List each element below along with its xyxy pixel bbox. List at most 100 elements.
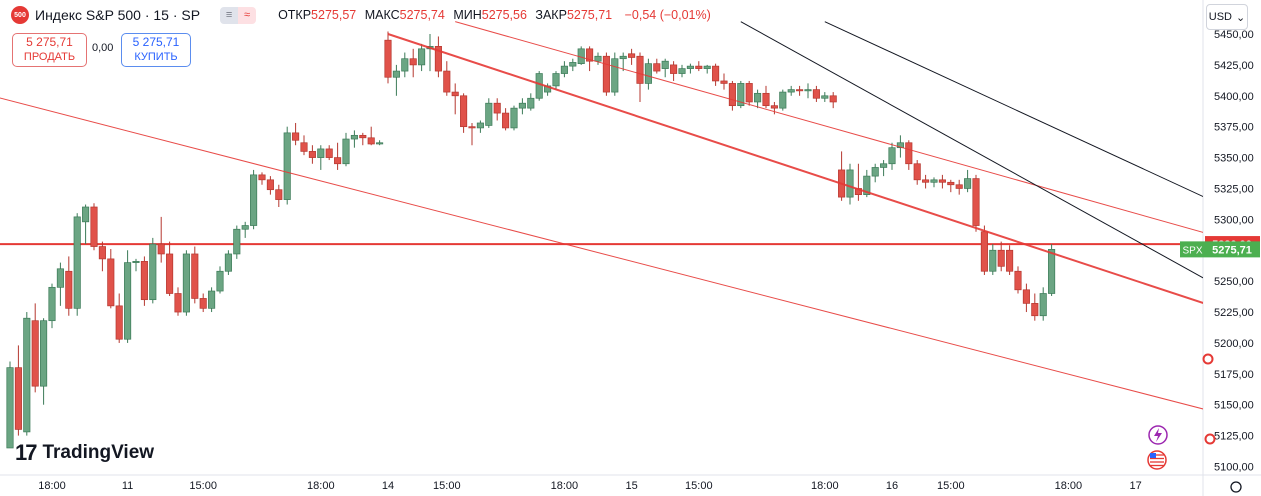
symbol-title[interactable]: Индекс S&P 500 · 15 · SP	[35, 7, 201, 23]
candle-body	[930, 179, 938, 183]
candle-21	[182, 250, 190, 316]
candle-83	[703, 64, 711, 74]
candle-16	[140, 256, 148, 306]
indicator-toggle[interactable]: ≡ ≈	[220, 6, 257, 24]
candle-body	[342, 138, 350, 165]
sell-button[interactable]: 5 275,71 ПРОДАТЬ	[12, 33, 87, 67]
candle-body	[40, 320, 48, 387]
candle-94	[796, 85, 804, 96]
candle-89	[754, 89, 762, 109]
trendline-handle-0[interactable]	[1202, 353, 1214, 365]
price-label-box-5275-71	[1205, 241, 1260, 258]
candle-body	[754, 92, 762, 103]
candle-14	[124, 250, 132, 343]
tradingview-logo[interactable]: 17 TradingView	[15, 440, 154, 466]
candle-body	[829, 95, 837, 103]
candle-body	[787, 89, 795, 93]
candle-body	[31, 320, 39, 387]
candle-48	[409, 48, 417, 78]
candle-body	[762, 92, 770, 107]
candle-96	[812, 85, 820, 102]
candle-body	[770, 105, 778, 109]
trendline-2[interactable]	[455, 21, 1261, 275]
trendline-0[interactable]	[0, 46, 1261, 448]
candle-100	[846, 163, 854, 205]
candle-body	[989, 249, 997, 272]
candle-76	[644, 58, 652, 90]
candle-72	[611, 52, 619, 96]
x-tick-14: 14	[382, 480, 394, 492]
candle-body	[392, 70, 400, 78]
candle-body	[1022, 289, 1030, 304]
candle-2	[23, 312, 31, 436]
buy-button[interactable]: 5 275,71 КУПИТЬ	[121, 33, 191, 67]
candle-body	[182, 253, 190, 313]
candle-23	[199, 293, 207, 313]
candle-62	[527, 93, 535, 111]
candle-body	[737, 83, 745, 107]
settings-gear-icon[interactable]	[1230, 481, 1242, 493]
candle-body	[476, 122, 484, 129]
trendline-1[interactable]	[387, 33, 1261, 353]
sell-label: ПРОДАТЬ	[23, 51, 76, 63]
candle-85	[720, 73, 728, 90]
x-tick-15-00: 15:00	[685, 480, 713, 492]
candle-body	[283, 132, 291, 200]
currency-label: USD	[1208, 11, 1232, 23]
currency-select[interactable]: USD ⌄	[1206, 4, 1248, 30]
candle-3	[31, 303, 39, 393]
candle-body	[48, 286, 56, 322]
sell-price: 5 275,71	[26, 35, 73, 49]
candle-9	[82, 204, 90, 245]
candle-75	[636, 52, 644, 102]
candle-8	[73, 213, 81, 316]
x-tick-15-00: 15:00	[433, 480, 461, 492]
candle-body	[451, 91, 459, 97]
high-label: МАКС	[364, 8, 400, 22]
x-tick-18-00: 18:00	[38, 480, 66, 492]
candle-99	[838, 151, 846, 201]
candle-32	[275, 184, 283, 207]
low-value: 5275,56	[481, 8, 527, 22]
tradingview-mark-icon: 17	[15, 440, 38, 465]
candle-13	[115, 293, 123, 343]
candle-107	[905, 140, 913, 170]
trendline-handle-1[interactable]	[1204, 433, 1216, 445]
candle-body	[712, 65, 720, 82]
flag-canton	[1150, 453, 1156, 458]
candle-body	[796, 89, 804, 92]
candle-body	[367, 137, 375, 145]
candle-body	[224, 253, 232, 272]
candle-body	[628, 53, 636, 58]
y-tick-5325-00: 5325,00	[1214, 183, 1254, 195]
candle-body	[518, 102, 526, 109]
candle-body	[947, 181, 955, 186]
candle-90	[762, 85, 770, 109]
trendline-4[interactable]	[824, 21, 1261, 267]
candle-body	[619, 55, 627, 60]
candle-26	[224, 250, 232, 275]
lines-icon[interactable]: ≡	[220, 6, 239, 24]
x-tick-18-00: 18:00	[811, 480, 839, 492]
candle-55	[468, 122, 476, 146]
spread-value: 0,00	[92, 42, 114, 54]
trendline-3[interactable]	[740, 21, 1261, 362]
x-tick-15-00: 15:00	[189, 480, 217, 492]
candle-body	[703, 65, 711, 69]
y-tick-5225-00: 5225,00	[1214, 307, 1254, 319]
candle-71	[602, 52, 610, 96]
candle-body	[317, 148, 325, 158]
candle-103	[871, 163, 879, 183]
candle-body	[56, 268, 64, 288]
candle-body	[325, 148, 333, 158]
candle-body	[552, 73, 560, 87]
candle-body	[90, 206, 98, 247]
candle-body	[334, 157, 342, 165]
wave-icon[interactable]: ≈	[238, 6, 257, 24]
y-tick-5200-00: 5200,00	[1214, 338, 1254, 350]
candle-body	[569, 62, 577, 67]
candle-51	[434, 36, 442, 78]
candle-body	[199, 298, 207, 309]
candle-11	[98, 241, 106, 272]
